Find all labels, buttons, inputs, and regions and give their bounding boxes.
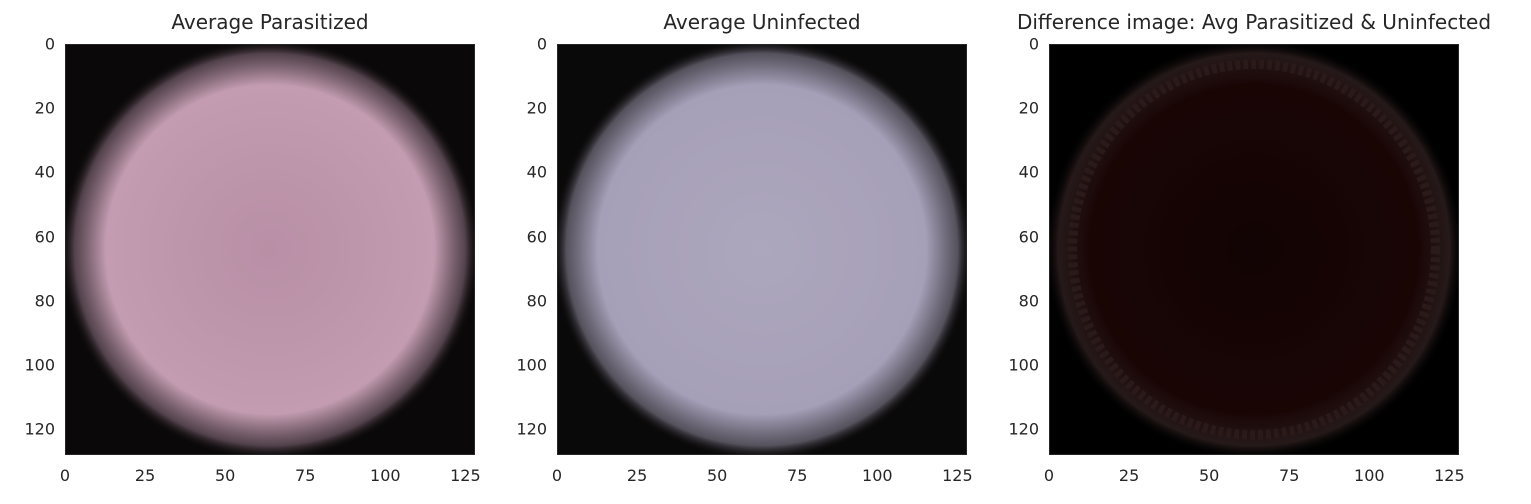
- y-tick-label: 120: [24, 419, 55, 439]
- y-tick-label: 0: [44, 34, 55, 54]
- y-tick-label: 0: [1028, 34, 1039, 54]
- x-tick-label: 25: [626, 466, 648, 485]
- y-tick-label: 100: [1008, 355, 1039, 375]
- x-tick-label: 50: [214, 466, 236, 485]
- x-tick-label: 25: [1118, 466, 1140, 485]
- x-tick-label: 125: [1434, 466, 1465, 485]
- averaged-cell-image: [66, 45, 474, 454]
- cell-body: [1050, 45, 1458, 454]
- x-tick-label: 75: [1279, 466, 1300, 485]
- averaged-cell-image: [1050, 45, 1458, 454]
- y-tick-label: 20: [526, 98, 547, 118]
- x-tick-label: 0: [59, 466, 71, 485]
- x-tick-label: 100: [862, 466, 893, 485]
- y-tick-label: 100: [24, 355, 55, 375]
- y-tick-label: 20: [1018, 98, 1039, 118]
- y-tick-label: 120: [1008, 419, 1039, 439]
- x-tick-label: 125: [942, 466, 973, 485]
- chart-title: Difference image: Avg Parasitized & Unin…: [1016, 10, 1492, 34]
- y-tick-label: 0: [536, 34, 547, 54]
- x-tick-label: 125: [450, 466, 481, 485]
- x-tick-label: 0: [551, 466, 563, 485]
- image-plot-area: [1049, 44, 1459, 455]
- averaged-cell-image: [558, 45, 966, 454]
- x-tick-label: 25: [134, 466, 156, 485]
- chart-title: Average Uninfected: [663, 10, 861, 34]
- y-tick-label: 60: [1018, 227, 1039, 247]
- x-tick-label: 100: [370, 466, 401, 485]
- y-tick-label: 40: [34, 162, 55, 182]
- cell-body: [66, 45, 474, 454]
- y-tick-label: 80: [34, 291, 55, 311]
- image-plot-area: [65, 44, 475, 455]
- x-tick-label: 50: [1198, 466, 1220, 485]
- x-tick-label: 75: [787, 466, 808, 485]
- x-tick-label: 100: [1354, 466, 1385, 485]
- x-tick-label: 50: [706, 466, 728, 485]
- image-plot-area: [557, 44, 967, 455]
- difference-ring: [1067, 59, 1441, 440]
- y-tick-label: 40: [1018, 162, 1039, 182]
- y-tick-label: 40: [526, 162, 547, 182]
- chart-title: Average Parasitized: [171, 10, 369, 34]
- y-tick-label: 20: [34, 98, 55, 118]
- y-tick-label: 80: [1018, 291, 1039, 311]
- y-tick-label: 60: [526, 227, 547, 247]
- x-tick-label: 0: [1043, 466, 1055, 485]
- y-tick-label: 100: [516, 355, 547, 375]
- x-tick-label: 75: [295, 466, 316, 485]
- y-tick-label: 80: [526, 291, 547, 311]
- y-tick-label: 120: [516, 419, 547, 439]
- cell-body: [558, 45, 966, 454]
- y-tick-label: 60: [34, 227, 55, 247]
